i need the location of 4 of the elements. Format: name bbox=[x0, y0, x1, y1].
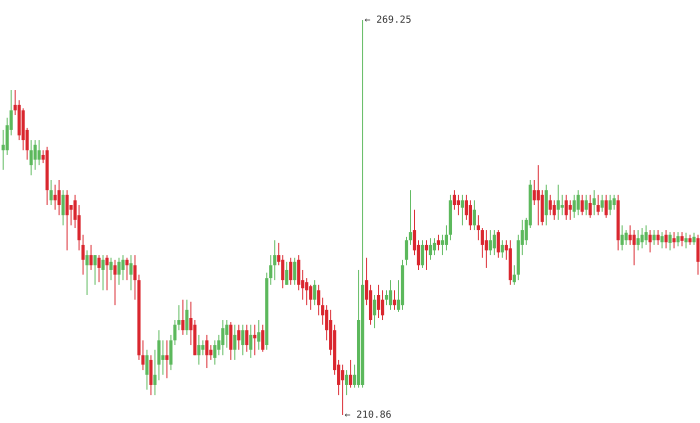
annotation: ← 269.25 bbox=[364, 15, 411, 23]
candlestick bbox=[408, 190, 412, 245]
candlestick bbox=[165, 340, 169, 378]
annotation: ← 210.86 bbox=[344, 410, 391, 418]
